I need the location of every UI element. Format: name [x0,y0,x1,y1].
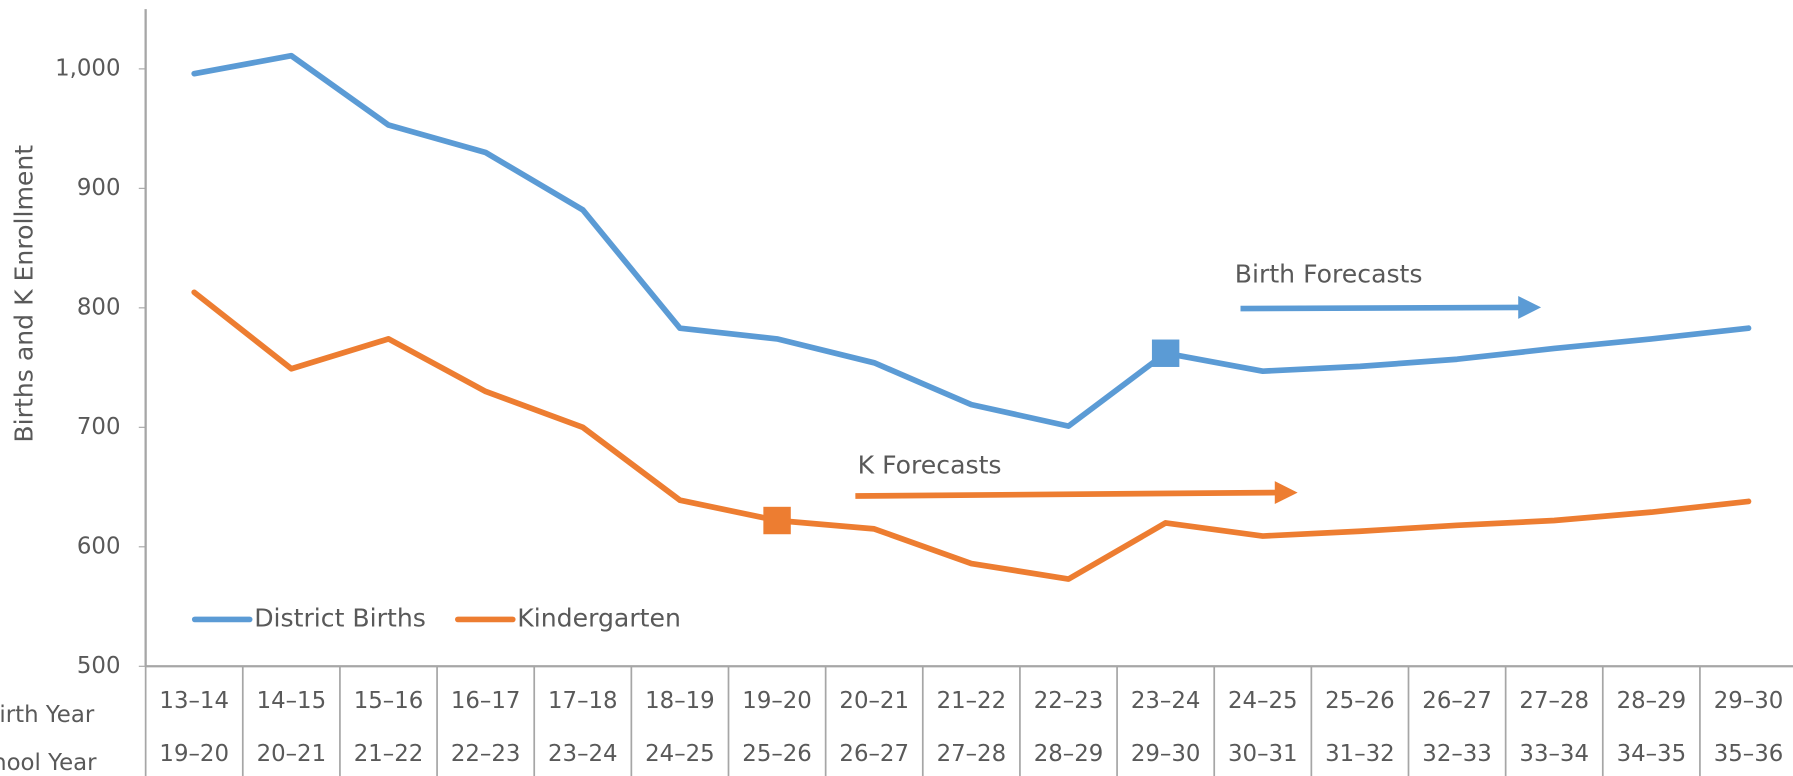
x-tick-label: 27–28 [937,741,1007,767]
x-tick-label: 28–29 [1034,741,1104,767]
x-tick-label: 35–36 [1714,741,1784,767]
x-tick-label: 19–20 [159,741,229,767]
line [191,289,1752,582]
x-tick-label: 20–21 [839,688,909,714]
line [191,52,1752,429]
annotation: K Forecasts [858,450,1002,479]
x-tick-label: 32–33 [1422,741,1492,767]
x-tick-label: 29–30 [1714,688,1784,714]
x-tick-label: 21–22 [354,741,424,767]
y-tick-label: 700 [77,414,121,440]
x-tick-label: 13–14 [159,688,229,714]
y-axis-label: Births and K Enrollment [10,145,39,443]
x-tick-label: 14–15 [257,688,327,714]
y-tick-label: 1,000 [55,55,120,81]
marker [763,506,791,535]
x-tick-label: 34–35 [1617,741,1687,767]
y-tick-label: 900 [77,175,121,201]
arrow-head [1518,296,1542,319]
x-tick-label: 17–18 [548,688,618,714]
y-tick-label: 500 [77,653,121,679]
x-tick-label: 24–25 [1228,688,1298,714]
legend-label: District Births [254,603,426,632]
x-tick-label: 28–29 [1617,688,1687,714]
x-tick-label: 19–20 [742,688,812,714]
x-tick-label: 21–22 [937,688,1007,714]
x-tick-label: 25–26 [742,741,812,767]
x-tick-label: 24–25 [645,741,715,767]
x-tick-label: 18–19 [645,688,715,714]
x-tick-label: 22–23 [451,741,521,767]
x-tick-label: 33–34 [1519,741,1589,767]
row-label: School Year [0,750,97,776]
arrow-head [1274,481,1298,504]
x-tick-label: 31–32 [1325,741,1395,767]
x-tick-label: 22–23 [1034,688,1104,714]
x-tick-label: 30–31 [1228,741,1298,767]
x-tick-label: 25–26 [1325,688,1395,714]
x-tick-label: 15–16 [354,688,424,714]
x-tick-label: 23–24 [548,741,618,767]
arrow [855,489,1279,499]
x-tick-label: 29–30 [1131,741,1201,767]
x-tick-label: 26–27 [1422,688,1492,714]
legend-label: Kindergarten [517,603,681,632]
x-tick-label: 16–17 [451,688,521,714]
x-tick-label: 27–28 [1519,688,1589,714]
y-tick-label: 600 [77,533,121,559]
x-tick-label: 23–24 [1131,688,1201,714]
arrow [1240,304,1521,312]
x-tick-label: 20–21 [257,741,327,767]
annotation: Birth Forecasts [1235,259,1423,288]
row-label: Birth Year [0,702,95,728]
y-tick-label: 800 [77,294,121,320]
x-tick-label: 26–27 [839,741,909,767]
marker [1151,339,1180,367]
